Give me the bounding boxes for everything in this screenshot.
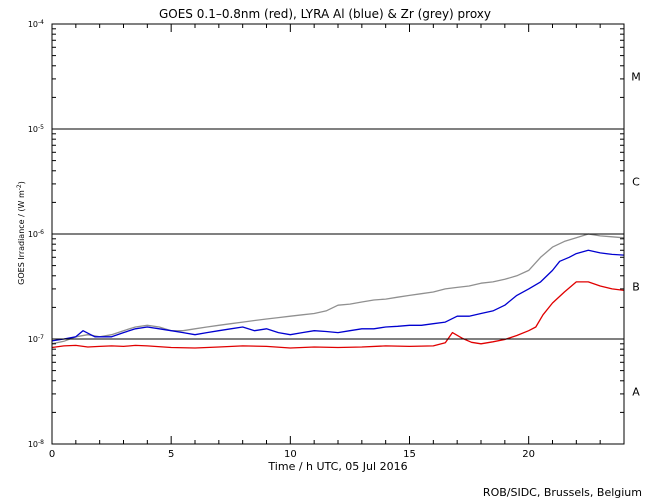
y-tick-label: 10-7 <box>28 334 44 344</box>
flare-class-lines <box>52 128 624 340</box>
x-tick-label: 15 <box>403 449 416 460</box>
chart-title: GOES 0.1–0.8nm (red), LYRA Al (blue) & Z… <box>159 7 491 21</box>
y-axis-label-close: ) <box>17 181 26 184</box>
flare-class-label-b: B <box>632 281 640 294</box>
x-tick-label: 5 <box>168 449 174 460</box>
flare-class-label-c: C <box>632 176 640 189</box>
y-axis-label-sup: -2 <box>16 184 23 190</box>
series-line-lyra-al-proxy <box>51 249 625 342</box>
x-tick-label: 20 <box>522 449 535 460</box>
series-line-lyra-zr-proxy <box>51 233 625 345</box>
x-tick-label: 10 <box>284 449 297 460</box>
series-line-goes-0-1-0-8nm <box>51 281 625 349</box>
series-layer <box>51 233 625 349</box>
y-axis-label-text: GOES Irradiance / (W m <box>17 190 26 285</box>
y-tick-label: 10-5 <box>28 124 44 134</box>
flare-class-labels: A B C M <box>631 71 641 399</box>
x-tick-label: 0 <box>49 449 55 460</box>
y-axis-label: GOES Irradiance / (W m-2) <box>16 181 26 285</box>
flare-class-label-a: A <box>632 386 640 399</box>
credit-text: ROB/SIDC, Brussels, Belgium <box>483 486 642 499</box>
y-tick-label: 10-4 <box>28 19 44 29</box>
y-tick-label: 10-6 <box>28 229 44 239</box>
y-tick-label: 10-8 <box>28 439 44 449</box>
flare-class-label-m: M <box>631 71 641 84</box>
axis-ticks: 0 5 10 15 20 10-8 10-7 10-6 10-5 10-4 <box>28 19 625 460</box>
x-axis-label: Time / h UTC, 05 Jul 2016 <box>267 460 407 473</box>
